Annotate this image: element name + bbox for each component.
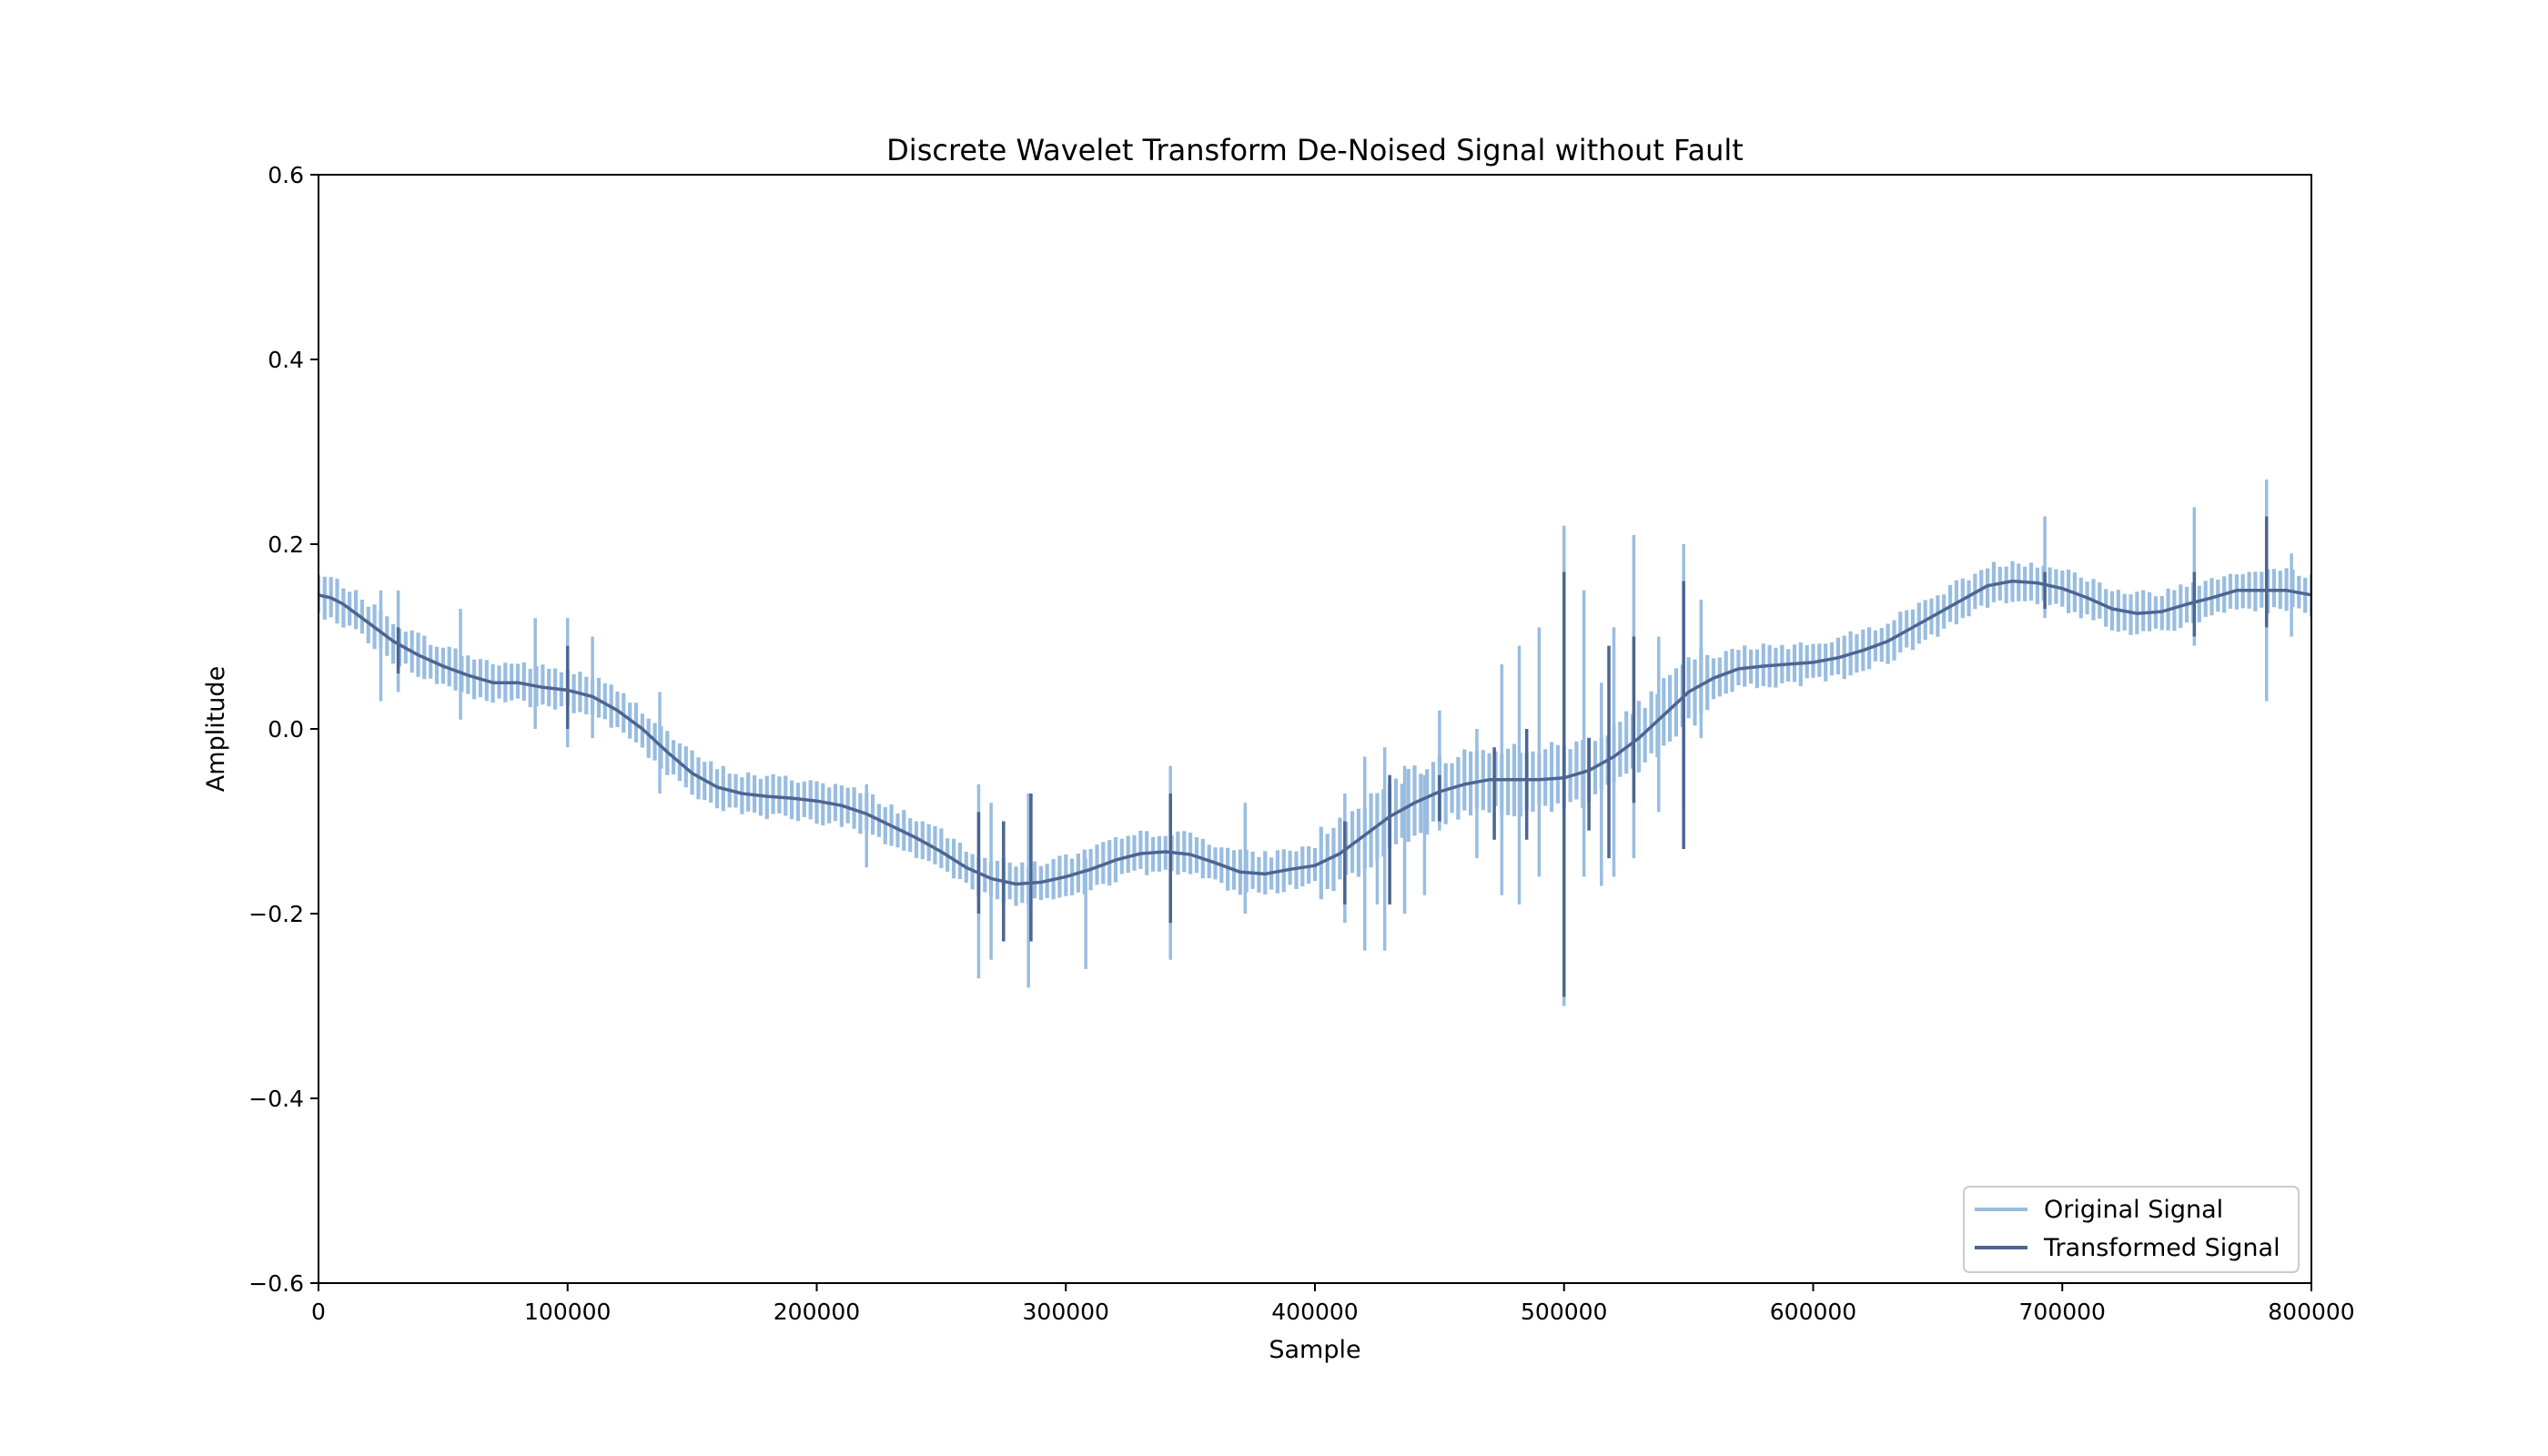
- y-tick-label: 0.0: [268, 716, 304, 743]
- x-tick-label: 400000: [1271, 1299, 1358, 1325]
- legend-box: [1963, 1186, 2300, 1273]
- chart-title: Discrete Wavelet Transform De-Noised Sig…: [886, 133, 1744, 167]
- y-axis-label: Amplitude: [202, 666, 230, 792]
- x-tick-label: 0: [311, 1299, 326, 1325]
- x-axis-ticks: 0 100000 200000 300000 400000 500000 600000 700…: [311, 1283, 2355, 1325]
- x-tick-label: 500000: [1521, 1299, 1607, 1325]
- y-axis-ticks: −0.6 −0.4 −0.2 0.0 0.2 0.4 0.6: [248, 162, 318, 1297]
- x-tick-label: 200000: [774, 1299, 860, 1325]
- x-tick-label: 600000: [1770, 1299, 1856, 1325]
- x-tick-label: 100000: [524, 1299, 611, 1325]
- legend-label-original: Original Signal: [2044, 1196, 2223, 1224]
- y-tick-label: 0.6: [268, 162, 304, 188]
- legend-label-transformed: Transformed Signal: [2043, 1234, 2280, 1262]
- legend: Original Signal Transformed Signal: [1963, 1186, 2300, 1273]
- y-tick-label: 0.4: [268, 347, 304, 373]
- y-tick-label: 0.2: [268, 531, 304, 558]
- y-tick-label: −0.6: [248, 1270, 304, 1297]
- y-tick-label: −0.2: [248, 901, 304, 927]
- x-tick-label: 700000: [2019, 1299, 2106, 1325]
- transformed-signal-line: [318, 579, 2311, 886]
- transformed-signal-polyline: [318, 579, 2311, 886]
- x-tick-label: 300000: [1023, 1299, 1109, 1325]
- x-tick-label: 800000: [2268, 1299, 2354, 1325]
- x-axis-label: Sample: [1269, 1336, 1360, 1364]
- transformed-signal-spikes: [396, 516, 2269, 997]
- y-tick-label: −0.4: [248, 1086, 304, 1112]
